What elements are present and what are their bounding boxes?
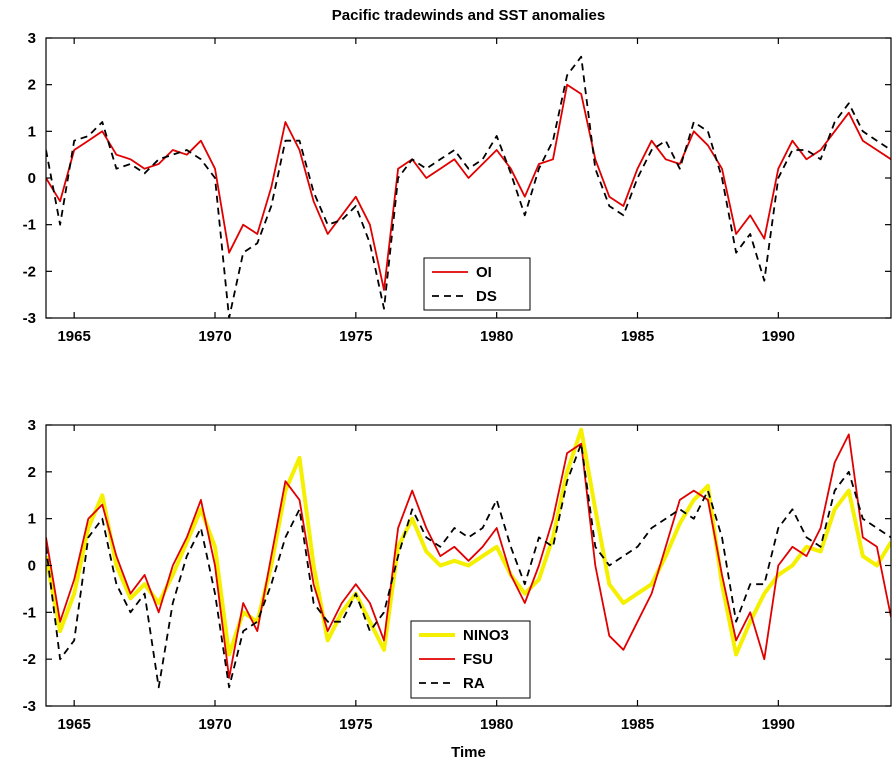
- bottom-panel-legend: NINO3 FSU RA: [410, 620, 531, 699]
- series-line-nino3: [46, 427, 891, 657]
- y-tick-label: -1: [23, 604, 36, 621]
- legend-label-oi: OI: [476, 264, 492, 281]
- bottom-panel: 1965 1970 1975 1980 1985 1990 -3 -2 -1 0 1 2 3 NINO3…: [23, 417, 892, 761]
- legend-label-fsu: FSU: [463, 651, 493, 668]
- y-tick-label: -3: [23, 310, 36, 327]
- series-line-fsu: [46, 433, 891, 679]
- y-tick-label: 2: [28, 77, 36, 94]
- y-tick-label: 1: [28, 123, 36, 140]
- legend-box: [423, 257, 531, 311]
- y-tick-label: 3: [28, 417, 36, 434]
- series-line-ra: [46, 442, 891, 689]
- y-tick-label: -3: [23, 698, 36, 715]
- x-tick-label: 1990: [762, 716, 795, 733]
- bottom-panel-ticks: 1965 1970 1975 1980 1985 1990 -3 -2 -1 0 1 2 3: [23, 417, 891, 733]
- y-tick-label: -2: [23, 263, 36, 280]
- top-panel-series-lines: [46, 55, 891, 318]
- y-tick-label: 3: [28, 30, 36, 47]
- x-tick-label: 1990: [762, 328, 795, 345]
- x-tick-label: 1980: [480, 716, 513, 733]
- y-tick-label: 1: [28, 511, 36, 528]
- x-tick-label: 1985: [621, 328, 654, 345]
- top-panel-ticks: 1965 1970 1975 1980 1985 1990 -3 -2 -1 0 1 2 3: [23, 30, 891, 345]
- top-panel-legend: OI DS: [423, 257, 531, 311]
- x-tick-label: 1970: [198, 328, 231, 345]
- legend-label-ra: RA: [463, 675, 485, 692]
- y-tick-label: 0: [28, 170, 36, 187]
- legend-label-nino3: NINO3: [463, 627, 509, 644]
- top-panel: 1965 1970 1975 1980 1985 1990 -3 -2 -1 0 1 2 3 OI DS: [23, 30, 892, 345]
- y-tick-label: -2: [23, 651, 36, 668]
- x-tick-label: 1965: [57, 716, 90, 733]
- x-tick-label: 1980: [480, 328, 513, 345]
- bottom-panel-x-axis-label: Time: [451, 744, 486, 761]
- legend-label-ds: DS: [476, 288, 497, 305]
- y-tick-label: 0: [28, 558, 36, 575]
- x-tick-label: 1970: [198, 716, 231, 733]
- series-line-ds: [46, 55, 891, 318]
- x-tick-label: 1985: [621, 716, 654, 733]
- bottom-panel-series-lines: [46, 427, 891, 689]
- y-tick-label: 2: [28, 464, 36, 481]
- x-tick-label: 1975: [339, 716, 372, 733]
- y-tick-label: -1: [23, 217, 36, 234]
- x-tick-label: 1975: [339, 328, 372, 345]
- x-tick-label: 1965: [57, 328, 90, 345]
- series-line-oi: [46, 83, 891, 291]
- figure-title: Pacific tradewinds and SST anomalies: [332, 7, 605, 24]
